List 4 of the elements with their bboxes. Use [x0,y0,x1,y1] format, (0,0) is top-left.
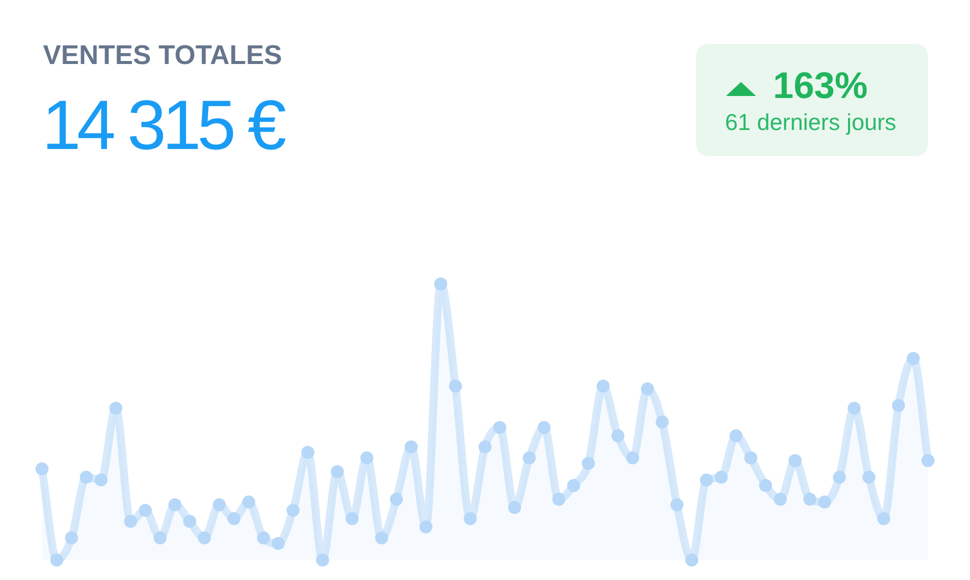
chart-title: VENTES TOTALES [43,40,282,70]
text: 61 derniers jours [725,109,896,135]
chart-subtitle: 14 315 € [42,86,282,164]
text: 163% [773,65,868,106]
